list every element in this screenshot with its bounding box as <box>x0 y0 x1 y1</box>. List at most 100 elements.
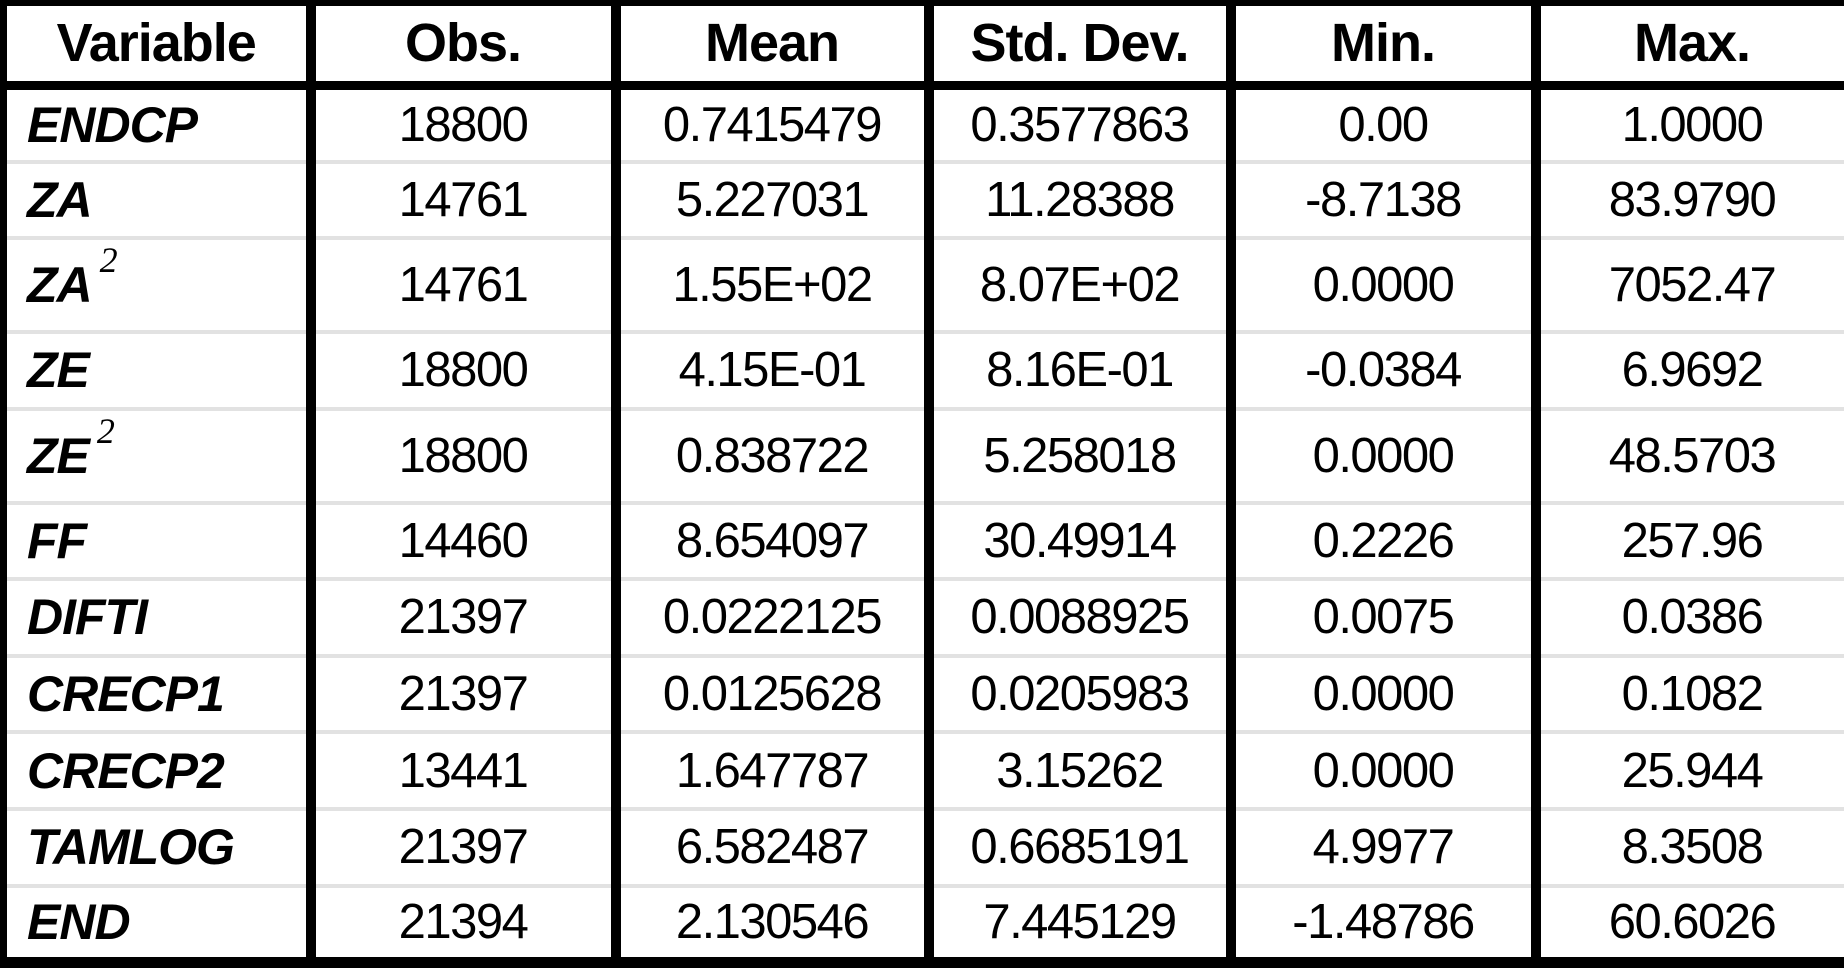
table-header: Variable Obs. Mean Std. Dev. Min. Max. <box>3 0 1844 90</box>
min-cell: 0.0000 <box>1230 655 1541 735</box>
variable-cell: TAMLOG <box>3 809 316 888</box>
variable-cell: CRECP1 <box>3 655 316 735</box>
table-row: ZA 2 14761 1.55E+02 8.07E+02 0.0000 7052.… <box>3 238 1844 335</box>
table-row: ZE 2 18800 0.838722 5.258018 0.0000 48.57… <box>3 408 1844 505</box>
max-cell: 60.6026 <box>1535 885 1844 968</box>
variable-name: CRECP2 <box>27 742 225 799</box>
min-cell: 4.9977 <box>1230 809 1541 888</box>
header-row: Variable Obs. Mean Std. Dev. Min. Max. <box>3 0 1844 90</box>
std-dev-cell: 0.3577863 <box>928 85 1236 164</box>
table-row: END 21394 2.130546 7.445129 -1.48786 60.… <box>3 885 1844 968</box>
variable-name: ZA <box>27 257 93 314</box>
col-header-mean: Mean <box>615 0 934 90</box>
variable-name: ZE <box>27 342 90 399</box>
variable-cell: END <box>3 885 316 968</box>
variable-name: FF <box>27 512 87 569</box>
min-cell: -1.48786 <box>1230 885 1541 968</box>
table-row: ZE 18800 4.15E-01 8.16E-01 -0.0384 6.969… <box>3 332 1844 411</box>
min-cell: -0.0384 <box>1230 332 1541 411</box>
max-cell: 48.5703 <box>1535 408 1844 505</box>
table-row: TAMLOG 21397 6.582487 0.6685191 4.9977 8… <box>3 809 1844 888</box>
min-cell: 0.0000 <box>1230 408 1541 505</box>
max-cell: 25.944 <box>1535 732 1844 812</box>
table-row: ENDCP 18800 0.7415479 0.3577863 0.00 1.0… <box>3 85 1844 164</box>
min-cell: 0.00 <box>1230 85 1541 164</box>
max-cell: 7052.47 <box>1535 238 1844 335</box>
max-cell: 257.96 <box>1535 502 1844 582</box>
std-dev-cell: 8.16E-01 <box>928 332 1236 411</box>
variable-name: ENDCP <box>27 96 198 153</box>
max-cell: 83.9790 <box>1535 161 1844 241</box>
variable-name: ZE <box>27 427 90 484</box>
mean-cell: 0.0222125 <box>615 579 934 658</box>
max-cell: 0.0386 <box>1535 579 1844 658</box>
mean-cell: 5.227031 <box>615 161 934 241</box>
min-cell: 0.2226 <box>1230 502 1541 582</box>
col-header-variable: Variable <box>3 0 316 90</box>
mean-cell: 0.838722 <box>615 408 934 505</box>
min-cell: 0.0075 <box>1230 579 1541 658</box>
mean-cell: 2.130546 <box>615 885 934 968</box>
obs-cell: 18800 <box>310 85 621 164</box>
max-cell: 1.0000 <box>1535 85 1844 164</box>
variable-superscript: 2 <box>99 240 118 281</box>
mean-cell: 6.582487 <box>615 809 934 888</box>
variable-name: ZA <box>27 171 93 228</box>
variable-cell: ENDCP <box>3 85 316 164</box>
table-row: FF 14460 8.654097 30.49914 0.2226 257.96 <box>3 502 1844 582</box>
obs-cell: 21394 <box>310 885 621 968</box>
variable-cell: DIFTI <box>3 579 316 658</box>
std-dev-cell: 30.49914 <box>928 502 1236 582</box>
obs-cell: 14460 <box>310 502 621 582</box>
obs-cell: 14761 <box>310 161 621 241</box>
table-row: DIFTI 21397 0.0222125 0.0088925 0.0075 0… <box>3 579 1844 658</box>
std-dev-cell: 5.258018 <box>928 408 1236 505</box>
max-cell: 0.1082 <box>1535 655 1844 735</box>
mean-cell: 1.647787 <box>615 732 934 812</box>
col-header-min: Min. <box>1230 0 1541 90</box>
std-dev-cell: 0.0205983 <box>928 655 1236 735</box>
std-dev-cell: 0.0088925 <box>928 579 1236 658</box>
mean-cell: 4.15E-01 <box>615 332 934 411</box>
obs-cell: 21397 <box>310 809 621 888</box>
variable-name: TAMLOG <box>27 819 235 876</box>
variable-cell: CRECP2 <box>3 732 316 812</box>
col-header-std-dev: Std. Dev. <box>928 0 1236 90</box>
variable-name: CRECP1 <box>27 666 225 723</box>
obs-cell: 13441 <box>310 732 621 812</box>
variable-cell: ZA 2 <box>3 238 316 335</box>
table-row: CRECP1 21397 0.0125628 0.0205983 0.0000 … <box>3 655 1844 735</box>
variable-cell: ZA <box>3 161 316 241</box>
obs-cell: 18800 <box>310 332 621 411</box>
table-row: ZA 14761 5.227031 11.28388 -8.7138 83.97… <box>3 161 1844 241</box>
col-header-obs: Obs. <box>310 0 621 90</box>
std-dev-cell: 3.15262 <box>928 732 1236 812</box>
obs-cell: 14761 <box>310 238 621 335</box>
table-row: CRECP2 13441 1.647787 3.15262 0.0000 25.… <box>3 732 1844 812</box>
std-dev-cell: 7.445129 <box>928 885 1236 968</box>
variable-name: END <box>27 894 131 951</box>
std-dev-cell: 0.6685191 <box>928 809 1236 888</box>
col-header-max: Max. <box>1535 0 1844 90</box>
mean-cell: 0.7415479 <box>615 85 934 164</box>
max-cell: 8.3508 <box>1535 809 1844 888</box>
obs-cell: 21397 <box>310 655 621 735</box>
std-dev-cell: 8.07E+02 <box>928 238 1236 335</box>
mean-cell: 1.55E+02 <box>615 238 934 335</box>
max-cell: 6.9692 <box>1535 332 1844 411</box>
mean-cell: 0.0125628 <box>615 655 934 735</box>
std-dev-cell: 11.28388 <box>928 161 1236 241</box>
min-cell: 0.0000 <box>1230 238 1541 335</box>
table-body: ENDCP 18800 0.7415479 0.3577863 0.00 1.0… <box>3 85 1844 968</box>
min-cell: 0.0000 <box>1230 732 1541 812</box>
variable-superscript: 2 <box>96 410 115 451</box>
variable-cell: ZE <box>3 332 316 411</box>
variable-name: DIFTI <box>27 589 148 646</box>
obs-cell: 21397 <box>310 579 621 658</box>
min-cell: -8.7138 <box>1230 161 1541 241</box>
mean-cell: 8.654097 <box>615 502 934 582</box>
variable-cell: ZE 2 <box>3 408 316 505</box>
obs-cell: 18800 <box>310 408 621 505</box>
variable-cell: FF <box>3 502 316 582</box>
